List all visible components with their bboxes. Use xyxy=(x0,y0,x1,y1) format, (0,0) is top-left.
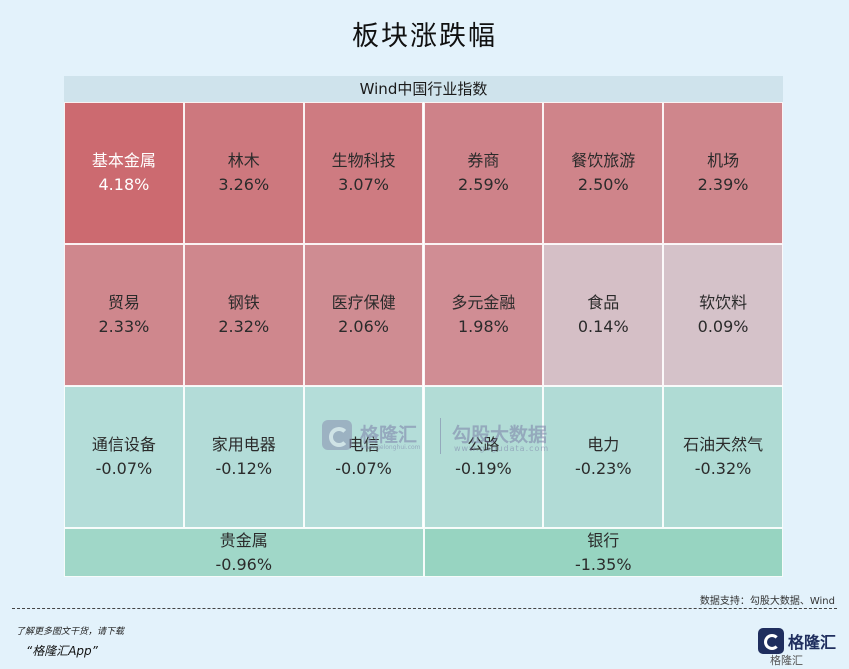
heatmap-tile: 贵金属 -0.96% xyxy=(64,528,424,577)
tile-change-value: 2.33% xyxy=(98,317,150,336)
heatmap-tile: 公路 -0.19% xyxy=(423,386,544,528)
tile-change-value: 0.14% xyxy=(577,317,629,336)
tile-change-value: -1.35% xyxy=(574,554,632,574)
tile-change-value: 3.07% xyxy=(338,175,389,194)
tile-sector-name: 电力 xyxy=(587,435,620,454)
tile-change-value: 4.18% xyxy=(98,175,150,194)
footer-download-hint: 了解更多图文干货，请下载 xyxy=(16,627,125,637)
tile-sector-name: 餐饮旅游 xyxy=(571,151,636,170)
tile-change-value: 0.09% xyxy=(697,317,749,336)
heatmap-tile: 贸易 2.33% xyxy=(64,244,184,386)
tile-sector-name: 机场 xyxy=(707,151,740,170)
tile-change-value: -0.12% xyxy=(215,459,273,478)
tile-sector-name: 医疗保健 xyxy=(331,293,396,312)
footer-app-name: “格隆汇App” xyxy=(26,644,98,658)
heatmap-tile: 银行 -1.35% xyxy=(423,528,783,577)
gelonghui-brand-icon xyxy=(758,628,784,654)
brand-name: 格隆汇 xyxy=(788,633,837,652)
brand-side-text: 格隆汇 xyxy=(770,654,803,667)
panel-header: Wind中国行业指数 xyxy=(64,76,783,102)
tile-change-value: 3.26% xyxy=(218,175,270,194)
tile-sector-name: 软饮料 xyxy=(699,293,748,312)
tile-change-value: 2.32% xyxy=(218,317,270,336)
heatmap-tile: 电力 -0.23% xyxy=(543,386,664,528)
tile-change-value: 2.59% xyxy=(458,175,509,194)
heatmap-tile: 钢铁 2.32% xyxy=(183,244,304,386)
heatmap-tile: 软饮料 0.09% xyxy=(663,244,783,386)
tile-sector-name: 银行 xyxy=(587,530,620,550)
tile-sector-name: 多元金融 xyxy=(451,293,516,312)
footer-divider xyxy=(12,608,837,609)
tile-sector-name: 券商 xyxy=(467,151,500,170)
tile-sector-name: 生物科技 xyxy=(331,151,396,170)
heatmap-tile: 基本金属 4.18% xyxy=(64,102,184,244)
heatmap-tile: 餐饮旅游 2.50% xyxy=(543,102,664,244)
tile-sector-name: 贸易 xyxy=(107,293,140,312)
tile-sector-name: 食品 xyxy=(587,293,620,312)
tile-sector-name: 林木 xyxy=(227,151,260,170)
heatmap-tile: 电信 -0.07% xyxy=(303,386,424,528)
tile-sector-name: 电信 xyxy=(347,435,380,454)
tile-change-value: -0.07% xyxy=(335,459,392,478)
tile-sector-name: 石油天然气 xyxy=(683,435,764,454)
tile-change-value: 2.39% xyxy=(697,175,749,194)
heatmap-tile: 食品 0.14% xyxy=(543,244,664,386)
heatmap-tile: 石油天然气 -0.32% xyxy=(663,386,783,528)
brand-logo: 格隆汇 格隆汇 xyxy=(758,626,842,667)
heatmap-tile: 家用电器 -0.12% xyxy=(183,386,304,528)
heatmap-tile: 通信设备 -0.07% xyxy=(64,386,184,528)
tile-change-value: -0.23% xyxy=(574,459,632,478)
tile-change-value: -0.19% xyxy=(455,459,512,478)
heatmap-tile: 多元金融 1.98% xyxy=(423,244,544,386)
heatmap-tile: 券商 2.59% xyxy=(423,102,544,244)
tile-sector-name: 基本金属 xyxy=(91,151,156,170)
tile-change-value: -0.32% xyxy=(694,459,752,478)
heatmap-tile: 机场 2.39% xyxy=(663,102,783,244)
tile-change-value: 2.50% xyxy=(577,175,629,194)
heatmap-tile: 医疗保健 2.06% xyxy=(303,244,424,386)
tile-sector-name: 钢铁 xyxy=(227,293,260,312)
tile-change-value: -0.96% xyxy=(215,554,273,574)
heatmap-tile: 生物科技 3.07% xyxy=(303,102,424,244)
heatmap-tile: 林木 3.26% xyxy=(183,102,304,244)
tile-sector-name: 家用电器 xyxy=(211,435,276,454)
chart-title: 板块涨跌幅 xyxy=(352,21,497,52)
tile-change-value: 1.98% xyxy=(458,317,509,336)
tile-sector-name: 贵金属 xyxy=(219,530,268,550)
heatmap-panel: Wind中国行业指数 基本金属 4.18% 林木 3.26% 生物科技 3.07% 券商 2.… xyxy=(64,76,783,577)
tile-change-value: 2.06% xyxy=(338,317,389,336)
data-source: 数据支持：勾股大数据、Wind xyxy=(699,596,835,607)
tile-sector-name: 公路 xyxy=(467,435,500,454)
tile-change-value: -0.07% xyxy=(95,459,153,478)
tile-sector-name: 通信设备 xyxy=(91,435,156,454)
